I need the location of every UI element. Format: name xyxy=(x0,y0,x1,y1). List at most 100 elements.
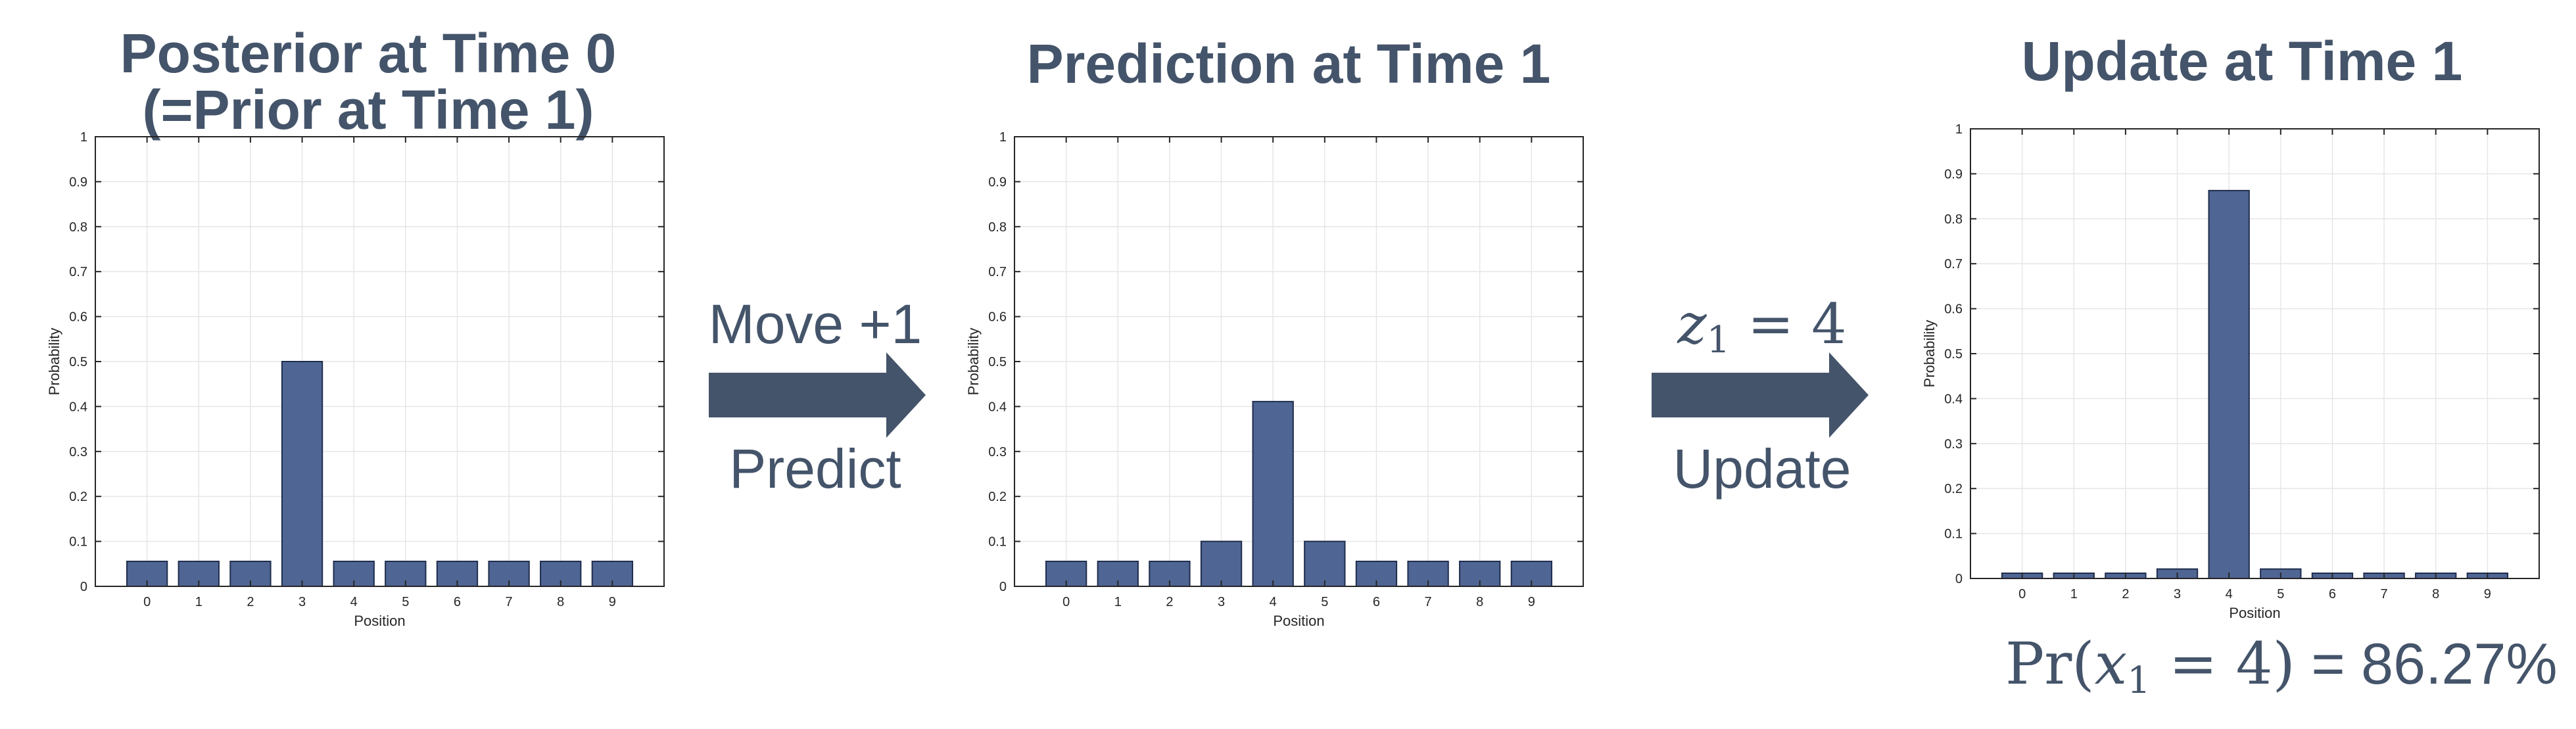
x-tick-label: 1 xyxy=(2070,587,2078,601)
y-tick-label: 0.6 xyxy=(988,310,1007,325)
x-axis-label: Position xyxy=(354,613,405,629)
step-1-label-top: Move +1 xyxy=(708,293,922,355)
y-tick-label: 0.8 xyxy=(988,220,1007,235)
panel-1-title-line1: Posterior at Time 0 xyxy=(120,22,617,84)
y-tick-label: 0.7 xyxy=(988,265,1007,279)
y-tick-label: 0.2 xyxy=(1944,482,1963,496)
step-2-label-top: z1 = 4 xyxy=(1631,294,1894,370)
x-tick-label: 6 xyxy=(2329,587,2336,601)
x-axis-label: Position xyxy=(1273,613,1324,629)
result-value: = 86.27% xyxy=(2295,631,2558,696)
y-tick-label: 0.8 xyxy=(1944,212,1963,227)
x-tick-label: 3 xyxy=(298,595,306,609)
bar xyxy=(540,560,582,588)
x-tick-label: 3 xyxy=(2174,587,2181,601)
x-tick-label: 8 xyxy=(2432,587,2439,601)
result-var: x xyxy=(2094,630,2128,697)
y-tick-label: 0.5 xyxy=(69,355,87,369)
posterior-result: Pr(x1 = 4) = 86.27% xyxy=(2005,631,2558,714)
x-tick-label: 2 xyxy=(247,595,254,609)
step-2-sub: 1 xyxy=(1706,319,1730,362)
y-tick-label: 0.4 xyxy=(1944,392,1963,406)
y-axis-label: Probability xyxy=(46,328,62,396)
x-tick-label: 0 xyxy=(143,595,151,609)
y-tick-label: 0.9 xyxy=(69,175,87,189)
bar xyxy=(281,361,323,587)
x-tick-label: 9 xyxy=(609,595,616,609)
panel-3-title-line1: Update at Time 1 xyxy=(2021,30,2463,92)
x-tick-label: 0 xyxy=(2018,587,2026,601)
y-tick-label: 1 xyxy=(999,130,1007,145)
x-tick-label: 7 xyxy=(1425,595,1432,609)
y-tick-label: 0.1 xyxy=(988,535,1007,550)
bar xyxy=(1407,560,1449,588)
x-tick-label: 1 xyxy=(195,595,203,609)
x-tick-label: 5 xyxy=(402,595,409,609)
step-1-label-bottom: Predict xyxy=(729,438,901,500)
x-axis-label: Position xyxy=(2229,605,2280,621)
bar xyxy=(1200,540,1243,587)
x-tick-label: 7 xyxy=(2381,587,2388,601)
x-tick-label: 0 xyxy=(1062,595,1070,609)
y-tick-label: 1 xyxy=(1955,122,1963,137)
x-tick-label: 8 xyxy=(557,595,564,609)
y-tick-label: 0.7 xyxy=(69,265,87,279)
x-tick-label: 6 xyxy=(1373,595,1380,609)
y-tick-label: 0.2 xyxy=(988,490,1007,504)
y-tick-label: 0.8 xyxy=(69,220,87,235)
result-middle: = 4) xyxy=(2150,630,2295,697)
x-tick-label: 5 xyxy=(1321,595,1328,609)
chart-2: 0 0.1 0.2 0.3 0.4 0.5 0.6 0.7 0.8 0.9 1 0 1 2 3 4 5 6 7 8 9 P… xyxy=(965,130,1584,629)
y-tick-label: 0.5 xyxy=(1944,347,1963,362)
x-tick-label: 5 xyxy=(2277,587,2284,601)
y-tick-label: 0.3 xyxy=(988,445,1007,459)
panel-1-title-line2: (=Prior at Time 1) xyxy=(142,79,594,141)
chart-3: 0 0.1 0.2 0.3 0.4 0.5 0.6 0.7 0.8 0.9 1 0 1 2 3 4 5 6 7 8 9 P… xyxy=(1921,122,2540,621)
x-tick-label: 4 xyxy=(1270,595,1277,609)
y-tick-label: 1 xyxy=(80,130,87,145)
y-tick-label: 0 xyxy=(999,580,1007,594)
bar xyxy=(1252,400,1294,587)
panel-2-title-line1: Prediction at Time 1 xyxy=(1026,33,1551,95)
y-tick-label: 0.6 xyxy=(1944,302,1963,317)
chart-1: 0 0.1 0.2 0.3 0.4 0.5 0.6 0.7 0.8 0.9 1 0 1 2 3 4 5 6 7 8 9 P… xyxy=(46,130,665,629)
result-prefix: Pr( xyxy=(2005,630,2095,697)
y-tick-label: 0.5 xyxy=(988,355,1007,369)
bar xyxy=(1045,560,1087,588)
y-tick-label: 0.4 xyxy=(69,400,87,414)
panel-3-title: Update at Time 1 xyxy=(1926,33,2558,89)
y-tick-label: 0.9 xyxy=(1944,167,1963,181)
x-tick-label: 2 xyxy=(2122,587,2129,601)
right-arrow-icon xyxy=(1652,352,1869,438)
bar xyxy=(229,560,272,588)
y-tick-label: 0.7 xyxy=(1944,257,1963,271)
y-tick-label: 0 xyxy=(1955,572,1963,586)
x-tick-label: 4 xyxy=(350,595,358,609)
y-tick-label: 0.2 xyxy=(69,490,87,504)
y-tick-label: 0 xyxy=(80,580,87,594)
step-2-rest: = 4 xyxy=(1730,292,1847,356)
x-tick-label: 4 xyxy=(2226,587,2233,601)
bar xyxy=(2208,189,2250,579)
x-tick-label: 9 xyxy=(2484,587,2491,601)
y-tick-label: 0.3 xyxy=(69,445,87,459)
y-tick-label: 0.9 xyxy=(988,175,1007,189)
x-tick-label: 8 xyxy=(1476,595,1483,609)
x-tick-label: 7 xyxy=(506,595,513,609)
x-tick-label: 2 xyxy=(1166,595,1173,609)
panel-1-title: Posterior at Time 0 (=Prior at Time 1) xyxy=(99,25,638,138)
x-tick-label: 1 xyxy=(1114,595,1122,609)
x-tick-label: 9 xyxy=(1528,595,1535,609)
right-arrow-icon xyxy=(709,352,926,438)
y-tick-label: 0.1 xyxy=(1944,527,1963,542)
result-sub: 1 xyxy=(2127,659,2151,702)
y-axis-label: Probability xyxy=(965,328,982,396)
y-tick-label: 0.6 xyxy=(69,310,87,325)
y-tick-label: 0.4 xyxy=(988,400,1007,414)
step-2-label-bottom: Update xyxy=(1673,438,1851,500)
step-2-var: z xyxy=(1677,292,1707,356)
y-axis-label: Probability xyxy=(1921,320,1938,388)
y-tick-label: 0.3 xyxy=(1944,437,1963,452)
y-tick-label: 0.1 xyxy=(69,535,87,550)
x-tick-label: 3 xyxy=(1218,595,1225,609)
